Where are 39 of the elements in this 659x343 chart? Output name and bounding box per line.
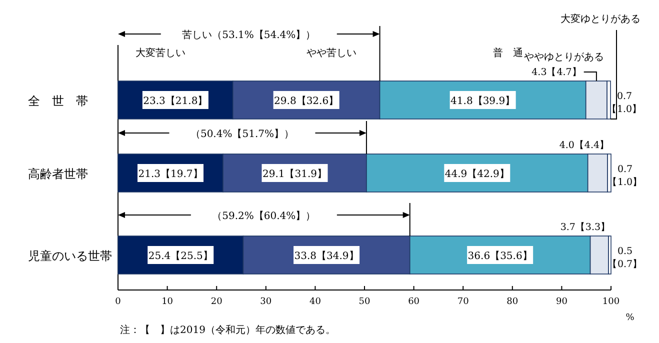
y-tick-label: 全 世 帯 xyxy=(28,94,88,108)
data-label: 0.5【0.7】 xyxy=(607,246,643,270)
x-tick-label: 0 xyxy=(115,297,122,307)
x-tick-label: 30 xyxy=(260,297,272,307)
text: 普 通 xyxy=(492,47,523,59)
x-axis-title: % xyxy=(626,313,635,323)
text: やや苦しい xyxy=(306,47,356,59)
x-tick-label: 50 xyxy=(358,297,370,307)
x-tick-label: 80 xyxy=(506,297,518,307)
text: 大変苦しい xyxy=(135,47,186,59)
data-label: 29.8【32.6】 xyxy=(274,95,339,107)
data-label: 41.8【39.9】 xyxy=(450,95,516,107)
data-label: 23.3【21.8】 xyxy=(143,95,208,107)
data-label: 25.4【25.5】 xyxy=(148,250,213,262)
text: 大変ゆとりがある xyxy=(560,13,641,25)
x-tick-label: 90 xyxy=(556,297,568,307)
data-label: 4.3【4.7】 xyxy=(532,66,582,78)
y-tick-label: 児童のいる世帯 xyxy=(28,249,112,263)
text: 注：【 】は2019（令和元）年の数値である。 xyxy=(120,324,336,336)
x-tick-label: 40 xyxy=(309,297,322,307)
x-tick-label: 10 xyxy=(162,297,174,307)
x-tick-label: 20 xyxy=(210,297,223,307)
x-tick-label: 60 xyxy=(408,297,420,307)
data-label: 0.7【1.0】 xyxy=(606,91,642,115)
data-label: 4.0【4.4】 xyxy=(559,139,610,151)
x-tick-label: 70 xyxy=(457,297,470,307)
data-label: 3.7【3.3】 xyxy=(560,221,611,233)
data-label: 36.6【35.6】 xyxy=(468,250,532,262)
data-label: 29.1【31.9】 xyxy=(262,168,328,180)
annotation: （50.4%【51.7%】） xyxy=(190,128,294,140)
data-label: 0.7【1.0】 xyxy=(607,164,643,188)
y-tick-label: 高齢者世帯 xyxy=(28,167,88,181)
data-label: 44.9【42.9】 xyxy=(444,168,510,180)
text: 苦しい（53.1%【54.4%】） xyxy=(182,29,316,41)
x-tick-label: 100 xyxy=(602,297,620,307)
annotation: （59.2%【60.4%】） xyxy=(212,210,316,222)
data-label: 21.3【19.7】 xyxy=(138,168,203,180)
series-label: ややゆとりがある xyxy=(524,52,604,63)
data-label: 33.8【34.9】 xyxy=(294,250,359,262)
